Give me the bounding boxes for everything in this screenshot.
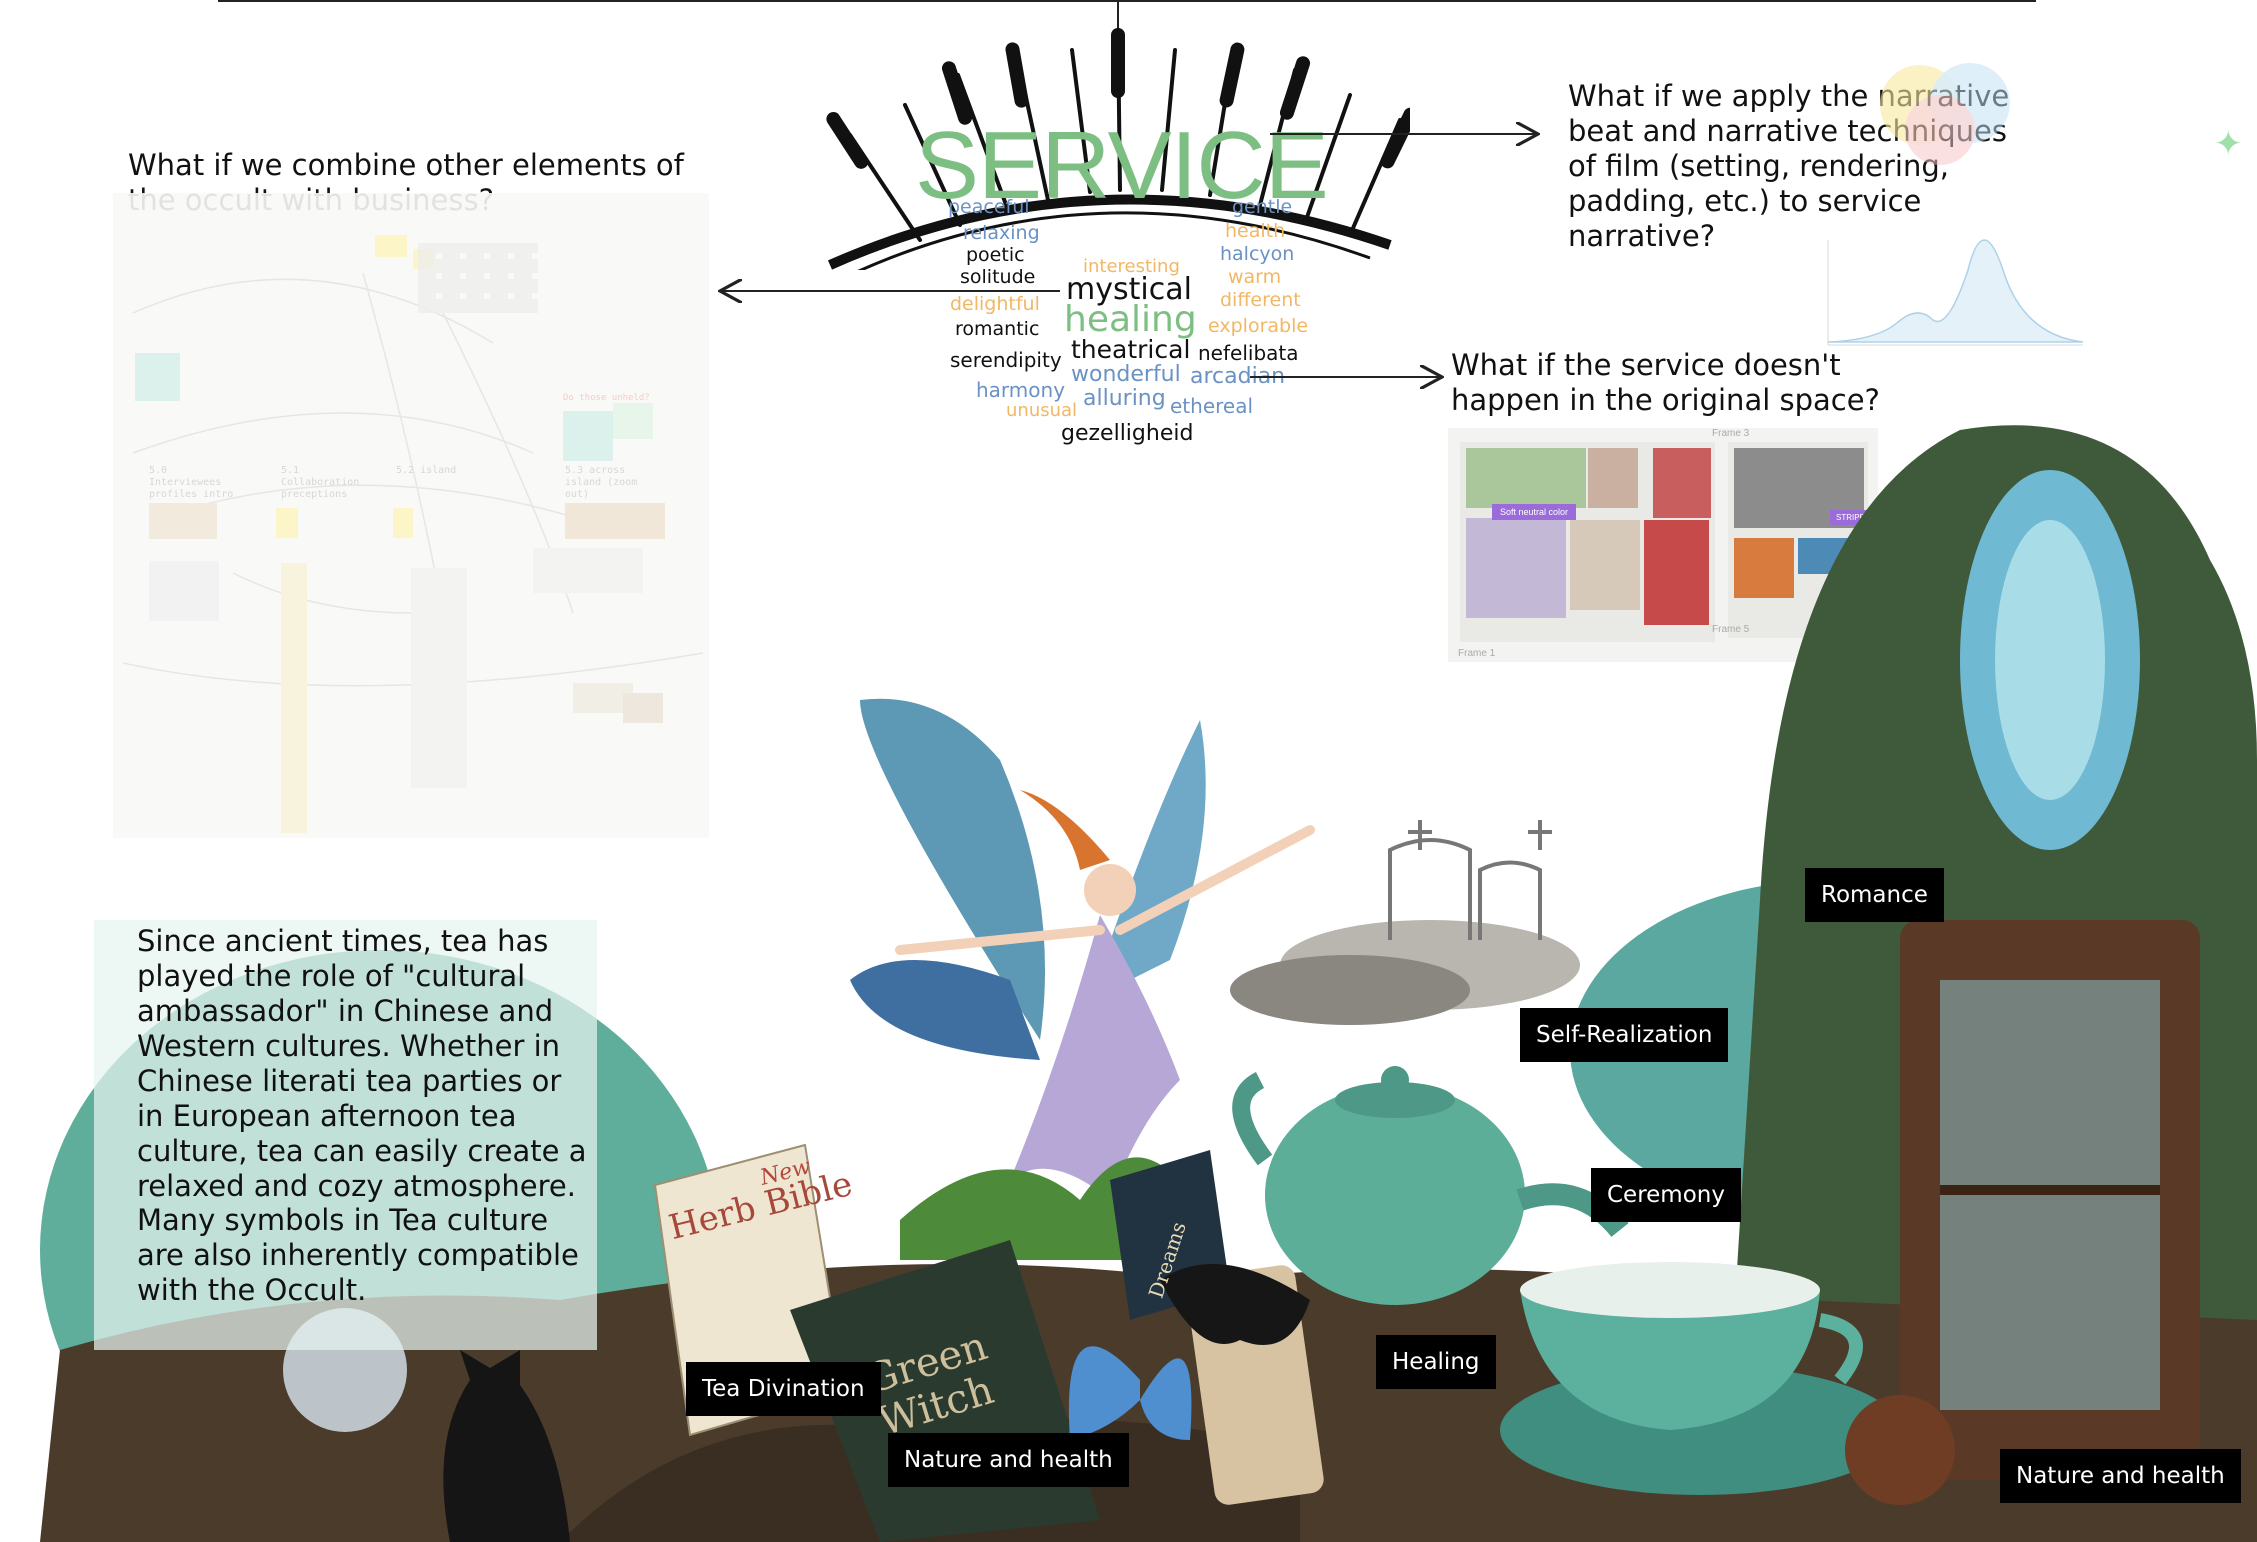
- label-tea-divination: Tea Divination: [686, 1362, 881, 1416]
- original-space-question: What if the service doesn't happen in th…: [1451, 348, 1880, 417]
- sparkle-icon: ✦: [2214, 125, 2243, 163]
- top-rule: [218, 0, 2036, 2]
- bell-curve-thumbnail: [1827, 239, 2084, 346]
- word: arcadian: [1190, 364, 1286, 389]
- word: alluring: [1083, 386, 1166, 411]
- word: explorable: [1208, 315, 1309, 337]
- blue-butterfly: [1068, 1346, 1192, 1440]
- board-image: [1466, 448, 1586, 508]
- word: theatrical: [1071, 335, 1191, 364]
- board-image: [623, 693, 663, 723]
- board-image: [1570, 520, 1640, 610]
- fairy-dress: [1010, 915, 1180, 1200]
- black-cat: [443, 1350, 570, 1542]
- word: harmony: [976, 378, 1066, 402]
- collage-illustration: [40, 425, 2257, 1542]
- word: gezelligheid: [1061, 421, 1194, 446]
- masquerade-mask: [1160, 1264, 1310, 1345]
- word: ethereal: [1170, 394, 1254, 418]
- heaven-gate: [1388, 820, 1552, 940]
- word: warm: [1228, 266, 1282, 288]
- tea-paragraph-2: Many symbols in Tea culture are also inh…: [137, 1203, 579, 1307]
- teapot-body: [1265, 1085, 1525, 1305]
- arrows: [0, 0, 2257, 500]
- sticky-note: [375, 235, 407, 257]
- word: peaceful: [948, 196, 1030, 218]
- fairy-wing-left: [860, 698, 1045, 1040]
- word: healing: [1064, 299, 1197, 340]
- board-image: [1644, 520, 1709, 625]
- sticky-note: [393, 508, 413, 538]
- venn-thumbnail: [1860, 55, 2050, 165]
- sticky-note: [613, 403, 653, 439]
- word: health: [1225, 220, 1286, 242]
- board-overlay: [113, 193, 709, 838]
- word: wonderful: [1071, 362, 1181, 387]
- board-section-label: 5.1 Collaboration preceptions: [281, 465, 360, 500]
- occult-board-thumbnail: 5.0 Interviewees profiles intro 5.1 Coll…: [113, 193, 709, 838]
- venn-circle: [1905, 95, 1975, 165]
- sticky-note: [135, 353, 180, 401]
- word: halcyon: [1220, 243, 1295, 265]
- word: relaxing: [963, 222, 1040, 244]
- heart-locket: [1845, 1395, 1955, 1505]
- teacup: [1520, 1290, 1820, 1430]
- board-section-label: 5.0 Interviewees profiles intro: [149, 465, 234, 500]
- label-nature-and-health: Nature and health: [888, 1433, 1129, 1487]
- word: nefelibata: [1198, 341, 1299, 365]
- word: unusual: [1006, 400, 1078, 421]
- board-image: [149, 503, 217, 539]
- word: romantic: [955, 318, 1040, 340]
- service-harp: [826, 28, 1410, 270]
- board-frame-label: Frame 1: [1458, 648, 1496, 659]
- fairy-wing-left-lower: [850, 960, 1040, 1060]
- board-frame-label: Frame 3: [1712, 428, 1750, 439]
- board-image: [565, 503, 665, 539]
- label-nature-and-health-right: Nature and health: [2000, 1449, 2241, 1503]
- fairy-head: [1084, 864, 1136, 916]
- word: gentle: [1232, 196, 1293, 218]
- board-column: [411, 568, 467, 788]
- board-section-label: 5.2 island: [396, 465, 457, 476]
- board-section-label: 5.3 across island (zoom out): [565, 465, 638, 500]
- word: solitude: [960, 266, 1036, 288]
- board-image: [533, 548, 643, 593]
- board-image: [1653, 448, 1711, 518]
- label-healing: Healing: [1376, 1335, 1496, 1389]
- tea-text-card: [94, 920, 597, 1350]
- board-image: [1734, 538, 1794, 598]
- label-ceremony: Ceremony: [1591, 1168, 1741, 1222]
- tea-paragraph-1: Since ancient times, tea has played the …: [137, 924, 587, 1203]
- label-romance: Romance: [1805, 868, 1944, 922]
- word: interesting: [1083, 256, 1180, 277]
- board-note: Do those unheld?: [563, 393, 650, 403]
- board-tag: Soft neutral color: [1492, 504, 1577, 520]
- word: poetic: [966, 244, 1025, 266]
- word: delightful: [950, 293, 1040, 315]
- board-frame-label: Frame 5: [1712, 624, 1750, 635]
- word: mystical: [1066, 272, 1192, 307]
- sticky-note: [563, 411, 613, 461]
- board-image: [1466, 518, 1566, 618]
- sticky-note: [276, 508, 298, 538]
- board-column: [281, 563, 307, 833]
- top-connector: [1117, 0, 1119, 36]
- space-board-thumbnail: Soft neutral color STRIPES Frame 3 Frame…: [1448, 428, 1878, 662]
- word: different: [1220, 289, 1301, 311]
- board-image: [1588, 448, 1638, 508]
- board-grid: [418, 243, 538, 313]
- word: serendipity: [950, 348, 1062, 372]
- board-image: [149, 561, 219, 621]
- label-self-realization: Self-Realization: [1520, 1008, 1729, 1062]
- service-title: SERVICE: [915, 112, 1329, 219]
